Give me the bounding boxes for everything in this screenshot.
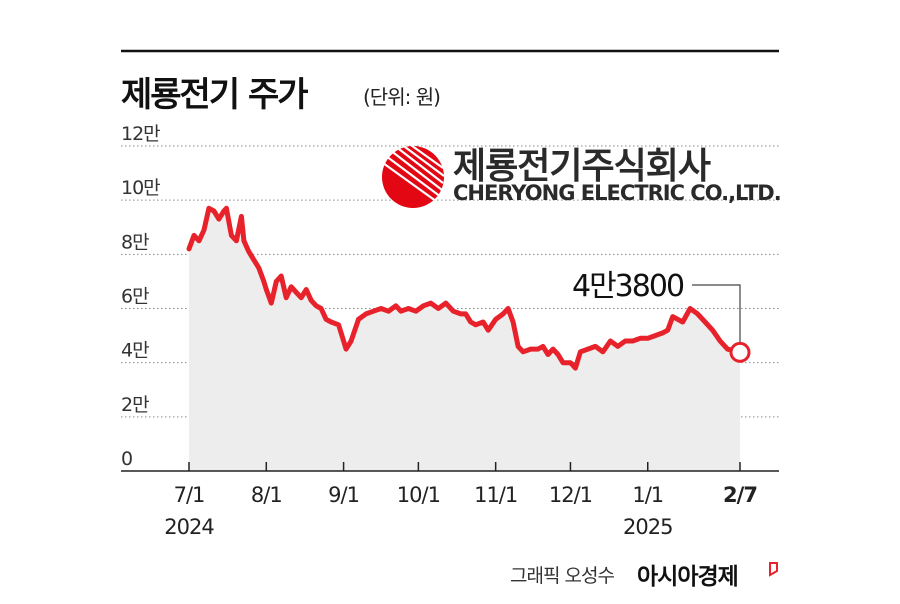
price-line: [186, 205, 743, 371]
y-axis-ticks: 0 2만 4만 6만 8만 10만 12만: [121, 123, 161, 470]
last-price-marker: [729, 341, 751, 363]
x-tick-label: 8/1: [251, 483, 282, 507]
x-tick-label: 7/1: [174, 483, 205, 507]
x-tick-label: 10/1: [397, 483, 440, 507]
y-tick-label: 4만: [121, 340, 149, 362]
x-tick-label: 1/1: [632, 483, 663, 507]
graphic-credit: 그래픽 오성수: [510, 565, 614, 587]
y-tick-label: 8만: [121, 231, 149, 253]
company-logo: 제룡전기주식회사 CHERYONG ELECTRIC CO.,LTD.: [382, 142, 782, 208]
callout-leader-line: [692, 284, 741, 344]
last-price-callout: 4만3800: [572, 269, 751, 363]
y-tick-label: 0: [121, 448, 132, 470]
y-tick-label: 6만: [121, 286, 149, 308]
x-tick-label: 12/1: [549, 483, 592, 507]
y-tick-label: 10만: [121, 177, 160, 199]
y-tick-label: 2만: [121, 394, 149, 416]
x-tick-label: 2/7: [723, 483, 757, 507]
logo-emblem-icon: [382, 142, 445, 208]
logo-name-korean: 제룡전기주식회사: [453, 146, 711, 187]
price-area: [189, 208, 740, 472]
publisher-brand: 아시아경제: [637, 564, 738, 590]
unit-label: (단위: 원): [363, 85, 440, 109]
x-tick-year-label: 2024: [164, 515, 214, 539]
last-price-label: 4만3800: [572, 269, 684, 304]
logo-name-english: CHERYONG ELECTRIC CO.,LTD.: [453, 181, 781, 205]
y-tick-label: 12만: [121, 123, 160, 145]
x-tick-label: 11/1: [474, 483, 517, 507]
x-tick-label: 9/1: [328, 483, 359, 507]
x-axis-ticks: 7/1 2024 8/1 9/1 10/1 11/1 12/1 1/1 2025 2/7: [164, 462, 758, 539]
brand-mark-icon: [769, 562, 778, 577]
x-tick-year-label: 2025: [623, 515, 672, 539]
chart-title: 제룡전기 주가: [121, 75, 308, 115]
